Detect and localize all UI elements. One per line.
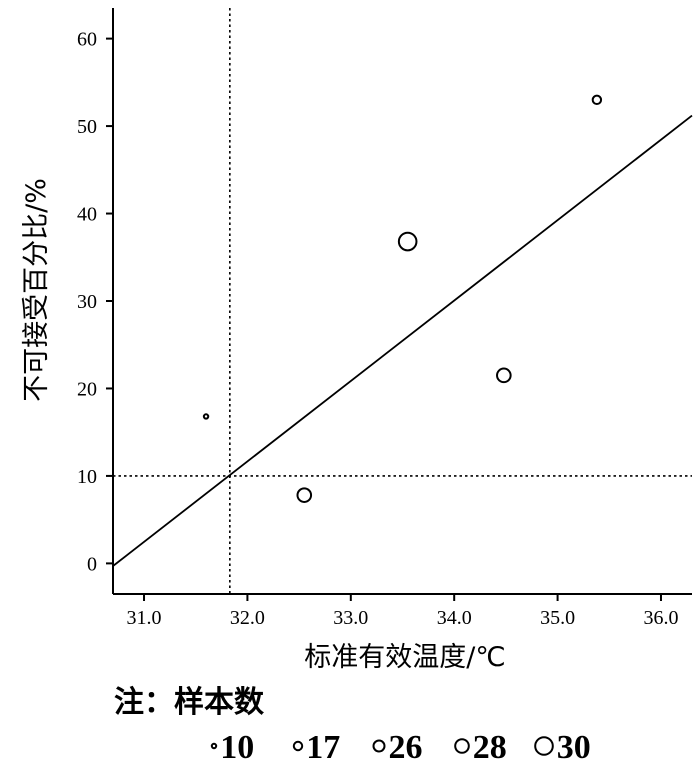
y-tick-label: 50 <box>77 116 97 138</box>
x-tick-label: 34.0 <box>437 607 472 629</box>
y-tick-label: 40 <box>77 204 97 226</box>
y-axis-title: 不可接受百分比/% <box>21 178 52 402</box>
x-tick-label: 31.0 <box>127 607 162 629</box>
legend-marker <box>210 742 218 750</box>
x-tick-label: 32.0 <box>230 607 265 629</box>
legend-marker <box>534 736 554 756</box>
y-tick-label: 20 <box>77 378 97 400</box>
y-tick-label: 30 <box>77 291 97 313</box>
y-tick-label: 60 <box>77 29 97 51</box>
legend-marker <box>292 740 304 752</box>
x-axis-title: 标准有效温度/℃ <box>304 642 505 673</box>
legend-label: 17 <box>306 729 340 766</box>
sample-size-note: 注：样本数 <box>114 685 265 720</box>
y-tick-label: 10 <box>77 466 97 488</box>
data-point <box>296 487 313 503</box>
legend-label: 30 <box>557 729 591 766</box>
legend-label: 28 <box>473 729 507 766</box>
legend-marker <box>454 738 470 754</box>
y-axis-ticks: 0 10 20 30 40 50 60 <box>77 29 113 575</box>
legend-marker <box>372 739 386 753</box>
data-point <box>202 413 210 420</box>
legend-label: 10 <box>220 729 254 766</box>
data-point <box>591 94 603 106</box>
data-points <box>202 94 603 503</box>
data-point <box>496 367 512 384</box>
sample-size-legend: 10 17 26 28 30 <box>210 729 591 766</box>
y-tick-label: 0 <box>87 553 97 575</box>
data-point <box>397 231 418 252</box>
x-tick-label: 35.0 <box>540 607 575 629</box>
x-axis-ticks: 31.0 32.0 33.0 34.0 35.0 36.0 <box>127 594 678 629</box>
plot-area <box>112 8 693 595</box>
fit-line <box>112 114 693 567</box>
x-tick-label: 36.0 <box>643 607 678 629</box>
legend-label: 26 <box>389 729 423 766</box>
x-tick-label: 33.0 <box>333 607 368 629</box>
